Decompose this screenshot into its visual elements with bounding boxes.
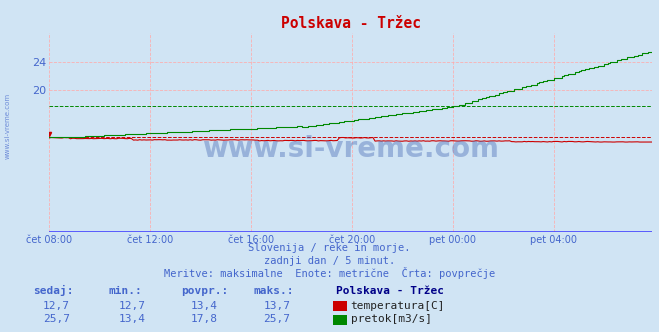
- Text: 13,4: 13,4: [119, 314, 146, 324]
- Title: Polskava - Tržec: Polskava - Tržec: [281, 16, 421, 31]
- Text: sedaj:: sedaj:: [33, 285, 73, 296]
- Text: Meritve: maksimalne  Enote: metrične  Črta: povprečje: Meritve: maksimalne Enote: metrične Črta…: [164, 267, 495, 279]
- Text: www.si-vreme.com: www.si-vreme.com: [5, 93, 11, 159]
- Text: 12,7: 12,7: [119, 301, 146, 311]
- Text: zadnji dan / 5 minut.: zadnji dan / 5 minut.: [264, 256, 395, 266]
- Text: maks.:: maks.:: [254, 286, 294, 296]
- Text: temperatura[C]: temperatura[C]: [351, 301, 445, 311]
- Text: 12,7: 12,7: [43, 301, 70, 311]
- Text: 25,7: 25,7: [43, 314, 70, 324]
- Text: povpr.:: povpr.:: [181, 286, 229, 296]
- Text: 13,4: 13,4: [191, 301, 218, 311]
- Text: 13,7: 13,7: [264, 301, 291, 311]
- Text: min.:: min.:: [109, 286, 142, 296]
- Text: Slovenija / reke in morje.: Slovenija / reke in morje.: [248, 243, 411, 253]
- Text: 17,8: 17,8: [191, 314, 218, 324]
- Text: www.si-vreme.com: www.si-vreme.com: [202, 135, 500, 163]
- Text: 25,7: 25,7: [264, 314, 291, 324]
- Text: Polskava - Tržec: Polskava - Tržec: [336, 286, 444, 296]
- Text: pretok[m3/s]: pretok[m3/s]: [351, 314, 432, 324]
